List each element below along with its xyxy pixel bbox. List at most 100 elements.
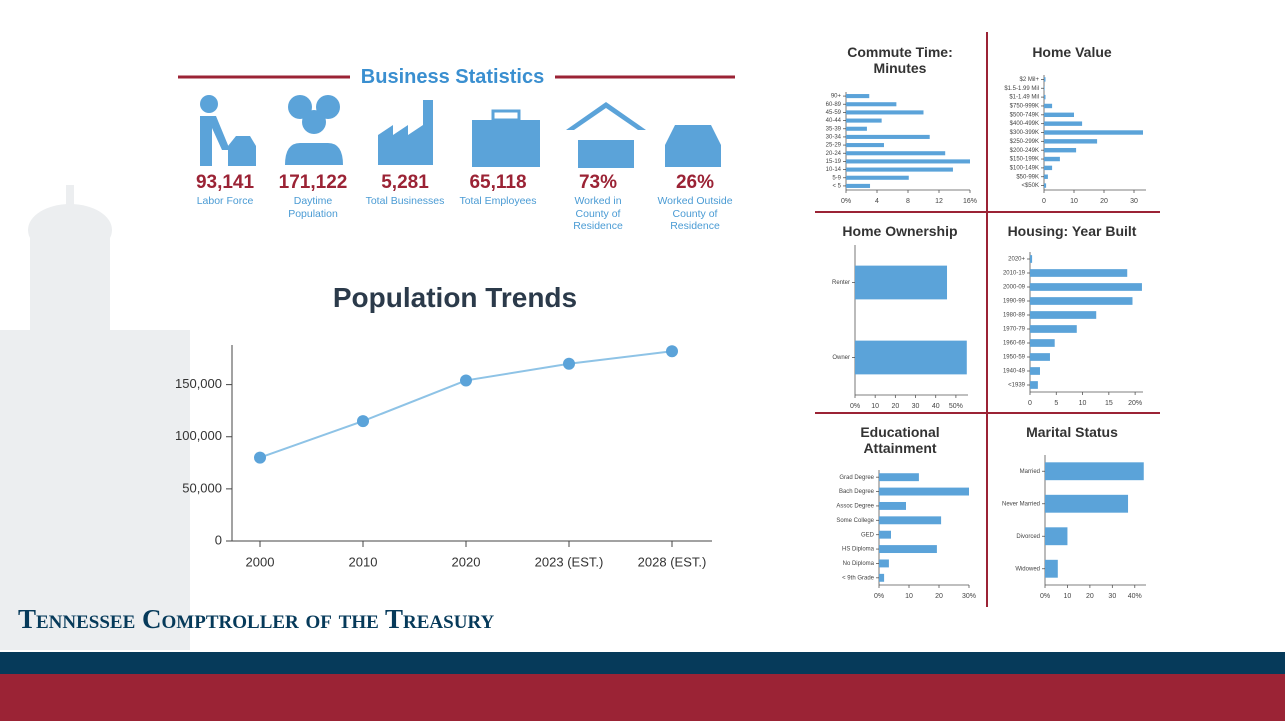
y-tick-label: < 9th Grade (842, 575, 875, 581)
y-tick-label: 100,000 (175, 428, 222, 443)
bar (879, 501, 906, 510)
bar (855, 265, 948, 300)
bar (1044, 130, 1143, 135)
chart-title: Home Value (1032, 44, 1112, 60)
chart-title: Population Trends (332, 282, 578, 313)
stat-label: Total Businesses (365, 195, 445, 207)
bar (846, 102, 897, 107)
bar (1030, 353, 1050, 361)
x-tick-label: 20 (935, 593, 943, 600)
y-tick-label: 60-89 (826, 102, 842, 108)
x-tick-label: 15 (1105, 400, 1113, 407)
stat-value: 26% (675, 172, 715, 193)
bar (879, 487, 969, 496)
y-tick-label: <$50K (1021, 183, 1039, 189)
bar (1044, 112, 1074, 118)
x-tick-label: 30 (1108, 593, 1116, 600)
y-tick-label: 40-44 (826, 118, 842, 124)
bar (846, 159, 970, 164)
bar (1044, 156, 1060, 162)
y-tick-label: $100-149K (1010, 165, 1039, 171)
y-tick-label: GED (861, 532, 875, 538)
y-tick-label: $1.5-1.99 Mil (1004, 86, 1039, 92)
x-tick-label: 20% (1128, 400, 1142, 407)
bar (846, 167, 953, 172)
y-tick-label: 1970-79 (1003, 327, 1026, 333)
bar (846, 94, 870, 99)
x-tick-label: 50% (949, 403, 963, 410)
y-tick-label: Grad Degree (839, 475, 874, 481)
stat-label: Total Employees (459, 195, 537, 207)
stat-label: Labor Force (196, 195, 254, 207)
x-tick-label: 2023 (EST.) (535, 554, 604, 569)
bar (1044, 86, 1045, 91)
y-tick-label: 10-14 (826, 167, 842, 173)
y-tick-label: 35-39 (826, 126, 842, 132)
x-tick-label: 2028 (EST.) (638, 554, 707, 569)
x-tick-label: 10 (871, 403, 879, 410)
stat-value: 93,141 (195, 172, 255, 193)
x-tick-label: 2010 (349, 554, 378, 569)
bar (1045, 462, 1144, 481)
bar (1044, 103, 1053, 109)
x-tick-label: 0% (874, 593, 884, 600)
section-title: Business Statistics (360, 66, 545, 88)
bar (1044, 165, 1053, 171)
bar (1045, 559, 1058, 578)
footer-band (0, 674, 1285, 721)
y-tick-label: 30-34 (826, 134, 842, 140)
y-tick-label: 2010-19 (1003, 271, 1026, 277)
y-tick-label: 1990-99 (1003, 299, 1026, 305)
bar (1044, 121, 1083, 126)
stat-label: Worked in County of Residence (573, 195, 623, 232)
y-tick-label: 50,000 (182, 480, 222, 495)
y-tick-label: 1940-49 (1003, 369, 1026, 375)
point (254, 451, 266, 464)
y-tick-label: $400-499K (1010, 121, 1039, 127)
bar (879, 516, 942, 525)
y-tick-label: $2 Mil+ (1019, 77, 1039, 83)
x-tick-label: 8 (906, 198, 910, 205)
y-tick-label: 25-29 (826, 143, 842, 149)
x-tick-label: 2020 (452, 554, 481, 569)
bar (879, 573, 885, 582)
y-tick-label: Assoc Degree (836, 504, 874, 510)
chart-title: Commute Time: Minutes (847, 44, 953, 76)
x-tick-label: 10 (1064, 593, 1072, 600)
y-tick-label: 1960-69 (1003, 341, 1026, 347)
chart-title: Educational Attainment (860, 424, 940, 456)
x-tick-label: 0 (1028, 400, 1032, 407)
y-tick-label: Married (1020, 469, 1040, 475)
x-tick-label: 10 (1079, 400, 1087, 407)
bar (846, 183, 871, 188)
y-tick-label: 90+ (831, 94, 842, 100)
bar (879, 530, 891, 539)
y-tick-label: 1950-59 (1003, 355, 1026, 361)
bar (855, 340, 967, 375)
bar (846, 126, 867, 131)
bar (1030, 339, 1055, 347)
y-tick-label: Widowed (1015, 566, 1040, 572)
bar (1030, 311, 1097, 319)
bar (846, 110, 924, 115)
bar (1030, 255, 1033, 263)
x-tick-label: 20 (1086, 593, 1094, 600)
chart-title: Housing: Year Built (1007, 223, 1137, 239)
y-tick-label: $200-249K (1010, 148, 1039, 154)
point (666, 345, 678, 358)
icons (200, 95, 721, 168)
y-tick-label: 15-19 (826, 159, 842, 165)
point (460, 374, 472, 387)
x-tick-label: 30% (962, 593, 976, 600)
bar (1030, 283, 1142, 291)
bar (1044, 147, 1077, 153)
bar (1044, 77, 1046, 82)
x-tick-label: 12 (935, 198, 943, 205)
x-tick-label: 10 (1070, 198, 1078, 205)
y-tick-label: Never Married (1002, 501, 1040, 507)
y-tick-label: $50-99K (1016, 174, 1039, 180)
y-tick-label: < 5 (832, 183, 841, 189)
y-tick-label: No Diploma (843, 561, 875, 567)
footer-band (0, 652, 1285, 674)
